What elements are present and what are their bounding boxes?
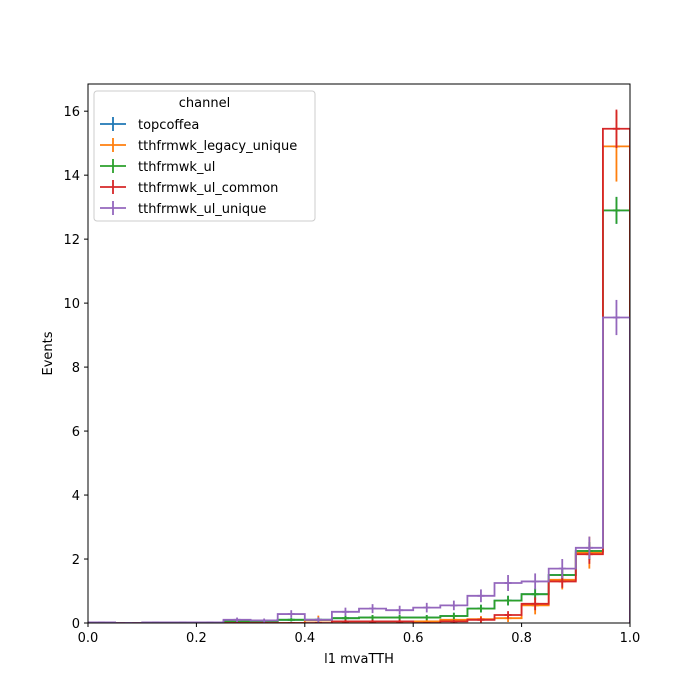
plot-area bbox=[88, 109, 630, 623]
x-tick-label: 0.4 bbox=[294, 631, 315, 646]
y-tick-label: 4 bbox=[72, 489, 80, 504]
legend-item-topcoffea: topcoffea bbox=[100, 117, 199, 133]
legend-item-tthfrmwk_ul: tthfrmwk_ul bbox=[100, 159, 215, 175]
legend-label: tthfrmwk_ul bbox=[138, 160, 215, 175]
legend-label: tthfrmwk_ul_unique bbox=[138, 202, 266, 217]
step-line-tthfrmwk_ul bbox=[88, 209, 630, 623]
y-tick-label: 0 bbox=[72, 617, 80, 632]
legend-box bbox=[93, 90, 316, 222]
x-axis-ticks: 0.0 0.2 0.4 0.6 0.8 1.0 bbox=[78, 623, 641, 646]
y-tick-label: 10 bbox=[63, 297, 80, 312]
plot-frame bbox=[87, 83, 631, 624]
y-tick-label: 2 bbox=[72, 553, 80, 568]
y-tick-label: 14 bbox=[63, 169, 80, 184]
step-line-tthfrmwk_ul_unique bbox=[88, 316, 630, 623]
legend: channel topcoffea tthfrmwk_legacy_uniquet… bbox=[93, 90, 316, 222]
y-axis-ticks: 0 2 4 6 8 10 12 14 16 bbox=[63, 105, 88, 632]
x-tick-label: 1.0 bbox=[620, 631, 641, 646]
legend-item-tthfrmwk_ul_unique: tthfrmwk_ul_unique bbox=[100, 201, 266, 217]
legend-title: channel bbox=[179, 96, 230, 111]
legend-label: tthfrmwk_ul_common bbox=[138, 181, 278, 196]
y-tick-label: 16 bbox=[63, 105, 80, 120]
step-line-tthfrmwk_ul_common bbox=[88, 127, 630, 623]
legend-item-tthfrmwk_ul_common: tthfrmwk_ul_common bbox=[100, 180, 278, 196]
legend-label: topcoffea bbox=[138, 118, 199, 133]
x-axis-label: l1 mvaTTH bbox=[324, 652, 394, 667]
x-tick-label: 0.0 bbox=[78, 631, 99, 646]
step-line-topcoffea bbox=[88, 209, 630, 623]
x-tick-label: 0.2 bbox=[186, 631, 207, 646]
series-topcoffea bbox=[88, 196, 630, 623]
series-tthfrmwk_ul bbox=[88, 196, 630, 623]
x-tick-label: 0.6 bbox=[403, 631, 424, 646]
series-tthfrmwk_ul_unique bbox=[88, 299, 630, 623]
legend-label: tthfrmwk_legacy_unique bbox=[138, 139, 297, 154]
y-axis-label: Events bbox=[41, 331, 56, 375]
y-tick-label: 8 bbox=[72, 361, 80, 376]
y-tick-label: 6 bbox=[72, 425, 80, 440]
y-tick-label: 12 bbox=[63, 233, 80, 248]
legend-item-tthfrmwk_legacy_unique: tthfrmwk_legacy_unique bbox=[100, 138, 297, 154]
x-tick-label: 0.8 bbox=[511, 631, 532, 646]
